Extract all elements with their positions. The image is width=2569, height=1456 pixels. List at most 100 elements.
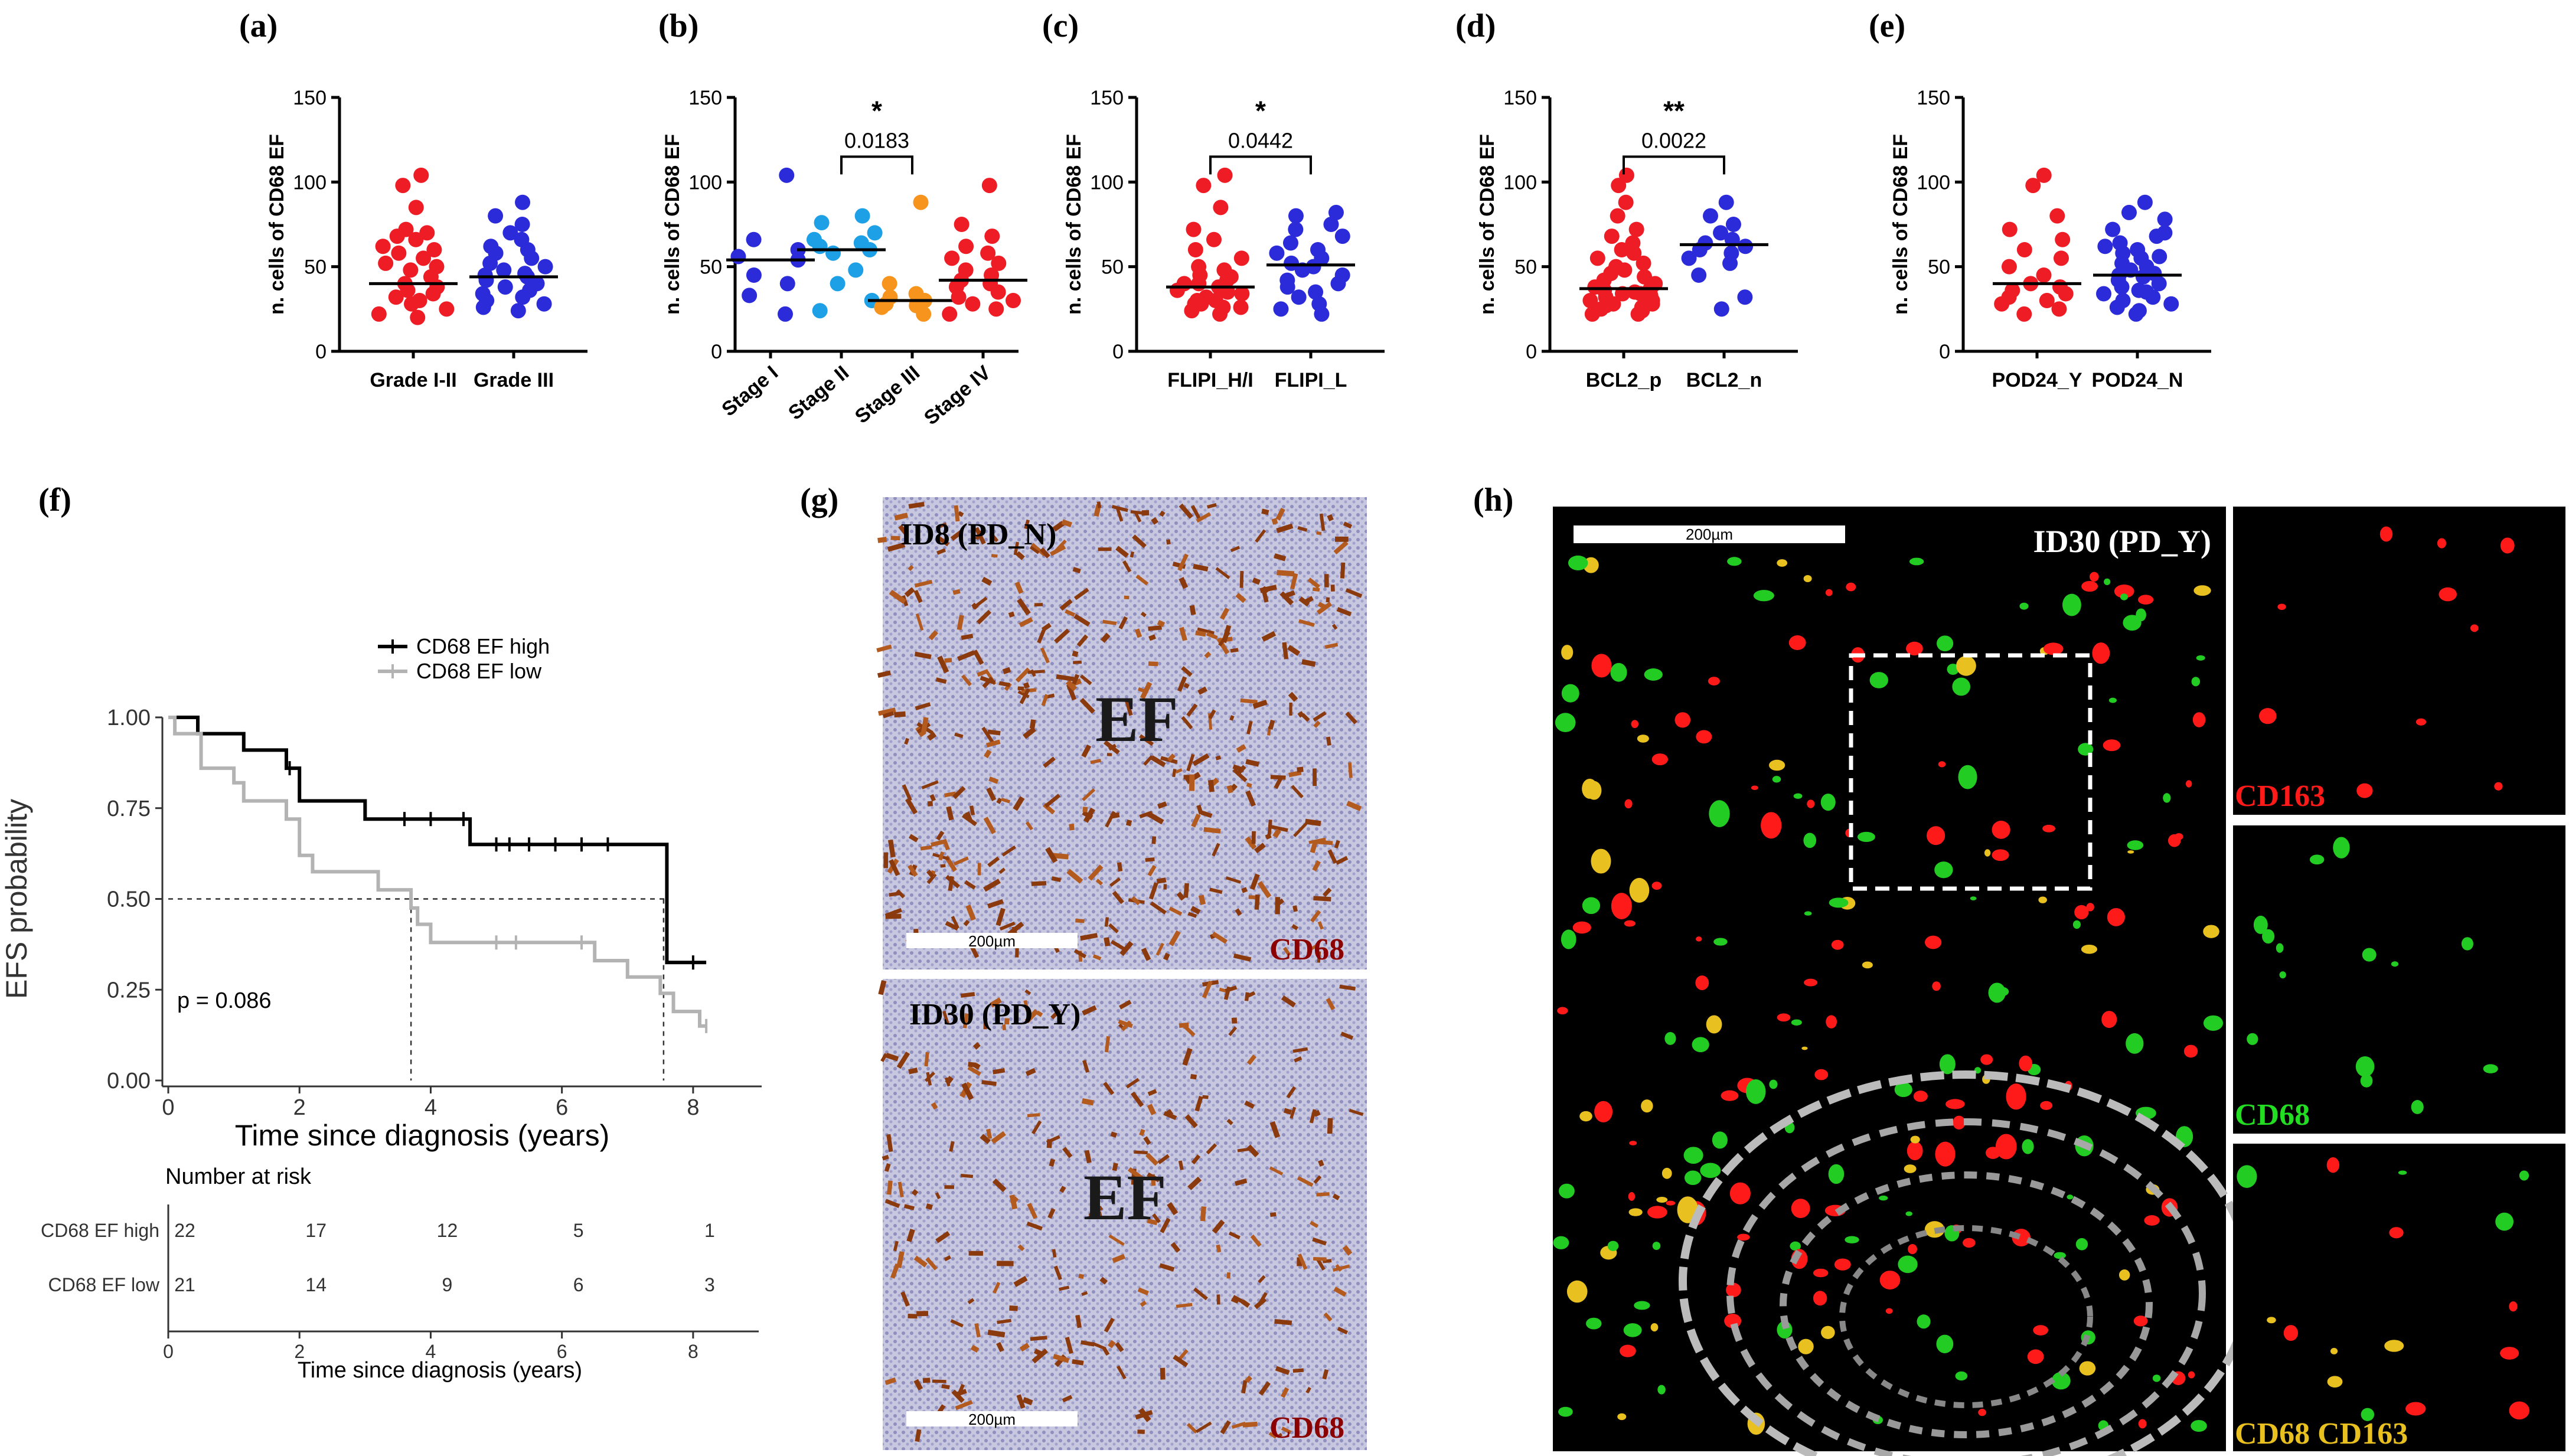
risk-x-tick-label: 0 — [163, 1341, 174, 1362]
fluor-cell — [2267, 1317, 2276, 1324]
fluor-cell — [1955, 1371, 1968, 1381]
ihc-stain — [1004, 1018, 1010, 1025]
ihc-stain — [896, 1052, 910, 1069]
fluor-cell — [1813, 1291, 1827, 1306]
ihc-stain — [1269, 1121, 1281, 1138]
panel-label-b: (b) — [658, 8, 698, 44]
ihc-stain — [1286, 1086, 1297, 1099]
data-point — [1994, 296, 2010, 312]
ihc-stain — [990, 997, 1002, 1008]
ihc-bottom-marker: CD68 — [1269, 1411, 1344, 1445]
fluor-cell — [1804, 911, 1812, 916]
ihc-stain — [1181, 666, 1193, 677]
ihc-stain — [1323, 887, 1332, 897]
fluor-inset-cd163-label: CD163 — [2235, 779, 2325, 813]
ihc-stain — [1339, 984, 1356, 991]
fluor-cell — [2384, 1340, 2404, 1352]
ihc-stain — [1139, 811, 1153, 819]
ihc-stain — [1179, 577, 1189, 589]
ihc-stain — [1099, 1277, 1108, 1285]
data-point — [413, 167, 429, 183]
ihc-stain — [1178, 1160, 1184, 1171]
fluor-cell — [1803, 833, 1817, 848]
ihc-stain — [1072, 650, 1079, 657]
data-point — [1282, 235, 1298, 251]
ihc-stain — [1051, 876, 1062, 883]
fluor-cell — [1582, 778, 1598, 799]
svg-text:CD68 CD163: CD68 CD163 — [2235, 1417, 2408, 1451]
ihc-stain — [1118, 1019, 1133, 1029]
ihc-stain — [1245, 836, 1257, 850]
data-point — [1626, 245, 1642, 261]
ihc-stain — [1159, 510, 1166, 517]
ihc-stain — [957, 650, 975, 661]
fluor-cell — [1729, 1182, 1751, 1204]
fluor-cell — [2138, 1419, 2147, 1429]
data-point — [965, 296, 981, 312]
fluor-cell — [1821, 1326, 1835, 1339]
fluor-cell — [2040, 1101, 2053, 1111]
data-point — [400, 282, 416, 298]
ihc-stain — [877, 537, 887, 543]
fluor-cell — [1628, 1208, 1643, 1216]
ihc-top-scale-text: 200µm — [968, 932, 1016, 950]
fluor-cell — [1826, 1015, 1837, 1029]
data-point — [524, 250, 540, 266]
fluor-cell — [2103, 739, 2121, 752]
fluor-cell — [1664, 1031, 1676, 1045]
fluor-cell — [2500, 537, 2515, 554]
data-point — [1006, 293, 1021, 308]
ihc-stain — [1125, 1078, 1140, 1089]
fluor-cell — [1790, 1241, 1801, 1251]
ihc-stain — [974, 1323, 981, 1338]
fluor-cell — [2090, 572, 2099, 582]
ihc-stain — [1228, 1026, 1238, 1036]
ihc-stain — [1249, 873, 1260, 890]
ihc-stain — [1108, 1340, 1116, 1349]
ihc-stain — [1345, 588, 1363, 598]
fluor-cell — [1831, 939, 1844, 950]
ihc-stain — [1313, 1109, 1321, 1117]
ihc-stain — [1317, 602, 1326, 609]
fluor-cell — [1745, 1079, 1766, 1104]
data-point — [2055, 231, 2071, 247]
fluor-cell — [1726, 1282, 1741, 1298]
ihc-stain — [1196, 512, 1211, 523]
ihc-stain — [1298, 619, 1315, 627]
ihc-stain — [1030, 669, 1036, 677]
y-tick-label: 150 — [1917, 87, 1950, 109]
data-point — [730, 249, 746, 265]
ihc-stain — [1043, 756, 1056, 768]
y-tick-label: 0 — [315, 341, 327, 363]
fluor-cell — [1905, 1211, 1912, 1216]
ihc-stain — [1313, 720, 1321, 729]
fluor-cell — [1661, 1167, 1672, 1179]
ihc-stain — [1148, 661, 1158, 667]
fluor-inset-cd163: CD163 — [2233, 507, 2565, 815]
ihc-stain — [1202, 1095, 1209, 1099]
ihc-stain — [1024, 989, 1031, 995]
ihc-stain — [967, 1298, 975, 1304]
fluor-zoom-box — [1849, 653, 2093, 891]
ihc-stain — [1252, 577, 1261, 585]
ihc-stain — [1075, 918, 1085, 923]
ihc-stain — [1092, 954, 1102, 961]
ihc-stain — [1272, 828, 1281, 838]
ihc-stain — [1168, 930, 1181, 946]
data-point — [1611, 178, 1627, 194]
data-point — [1191, 276, 1207, 292]
fluor-cell — [2439, 587, 2457, 602]
ihc-stain — [915, 1429, 922, 1442]
ihc-stain — [1184, 1114, 1198, 1128]
data-point — [814, 215, 830, 231]
fluor-cell — [1829, 897, 1849, 908]
ihc-stain — [884, 1199, 900, 1209]
fluor-cell — [2330, 1347, 2338, 1354]
ihc-stain — [1216, 1244, 1222, 1253]
km-y-tick-label: 0.50 — [107, 887, 151, 912]
risk-row-label: CD68 EF high — [41, 1220, 159, 1241]
ihc-stain — [889, 859, 900, 876]
ihc-stain — [1175, 768, 1183, 774]
data-point — [1605, 296, 1621, 312]
ihc-stain — [1317, 921, 1324, 930]
